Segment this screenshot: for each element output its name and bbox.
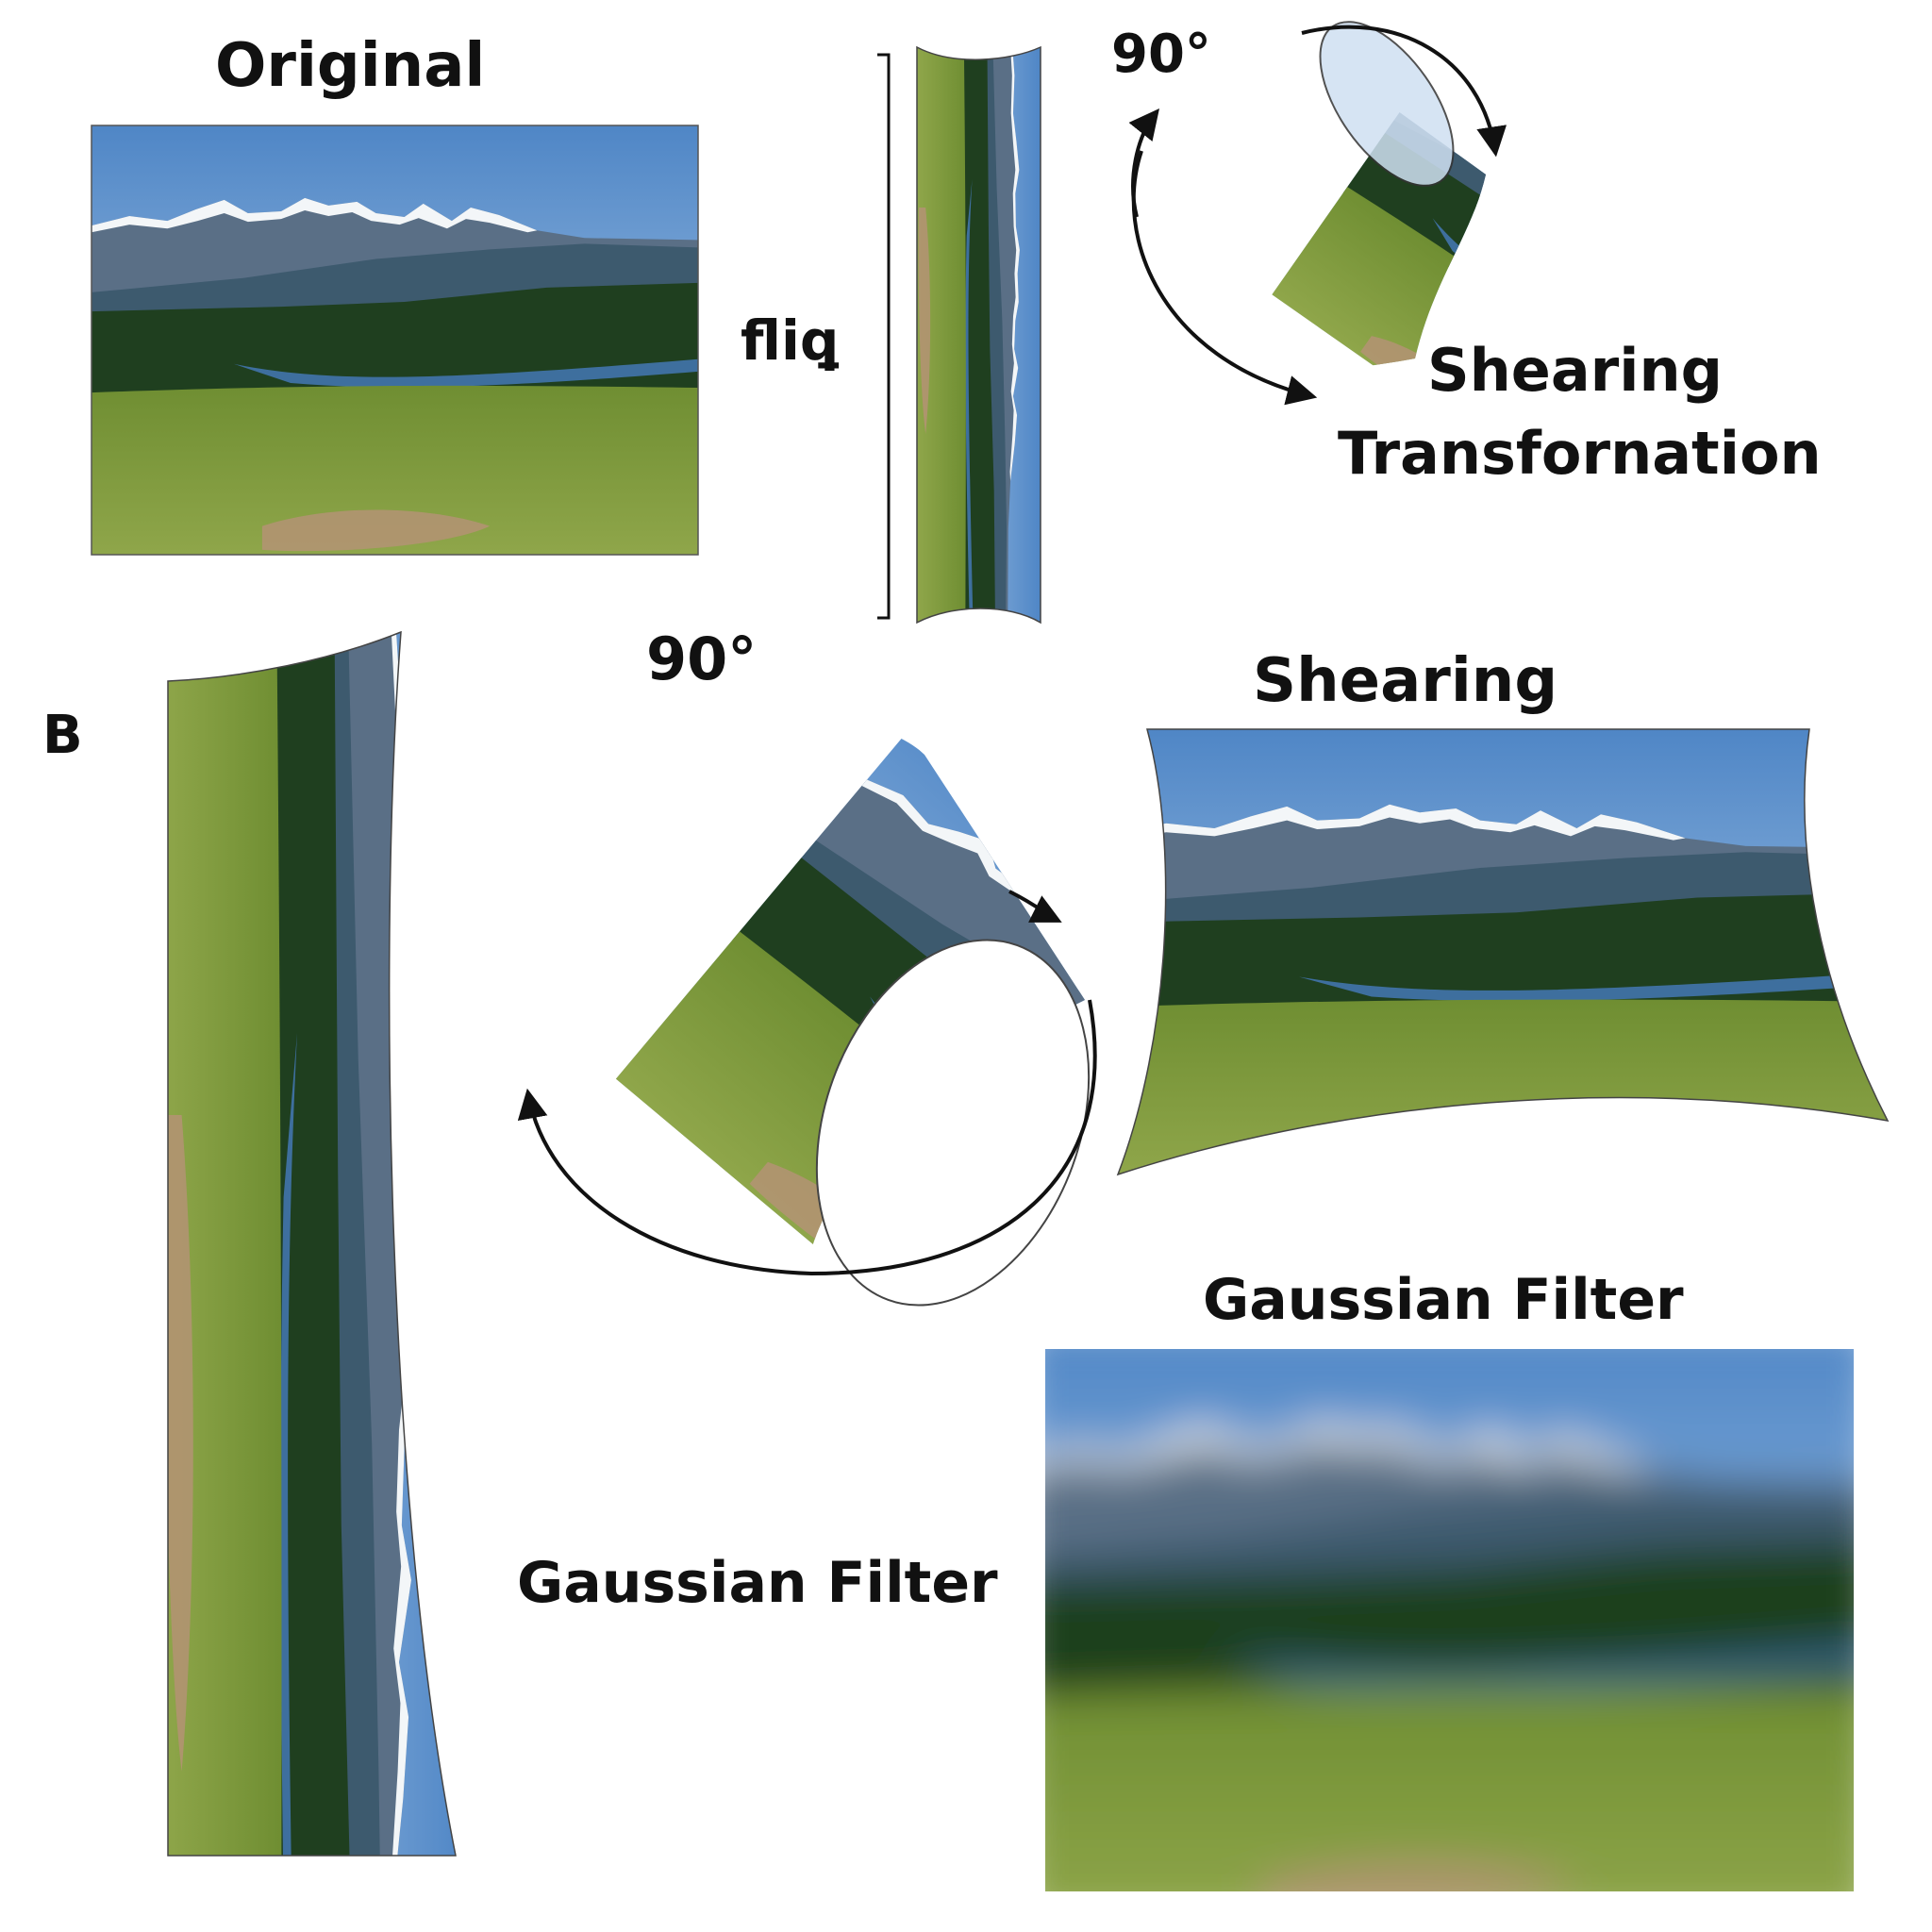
label-rotate-middle: 90° xyxy=(646,630,757,689)
label-panel-b: B xyxy=(42,709,83,762)
label-gaussian-filter-right: Gaussian Filter xyxy=(1203,1272,1684,1328)
sheared-image xyxy=(1118,729,1890,1175)
label-original: Original xyxy=(215,36,485,96)
label-shearing-transformation-line1: Shearing xyxy=(1427,341,1723,400)
rotate-arrow-top-left xyxy=(1133,113,1156,217)
flipped-strip-image xyxy=(918,38,1041,641)
label-flip: fliꝗ xyxy=(741,313,839,368)
gaussian-blurred-image xyxy=(1019,1321,1876,1924)
label-shearing-transformation-line2: Transfornation xyxy=(1338,425,1822,483)
label-gaussian-filter-left: Gaussian Filter xyxy=(517,1555,998,1611)
label-rotate-top: 90° xyxy=(1111,28,1211,81)
original-image xyxy=(92,125,698,555)
panel-b-tall-image xyxy=(161,623,467,1932)
label-shearing: Shearing xyxy=(1253,651,1557,711)
rotate-arrow-top-bottom xyxy=(1134,151,1311,396)
flip-bracket xyxy=(877,55,889,618)
